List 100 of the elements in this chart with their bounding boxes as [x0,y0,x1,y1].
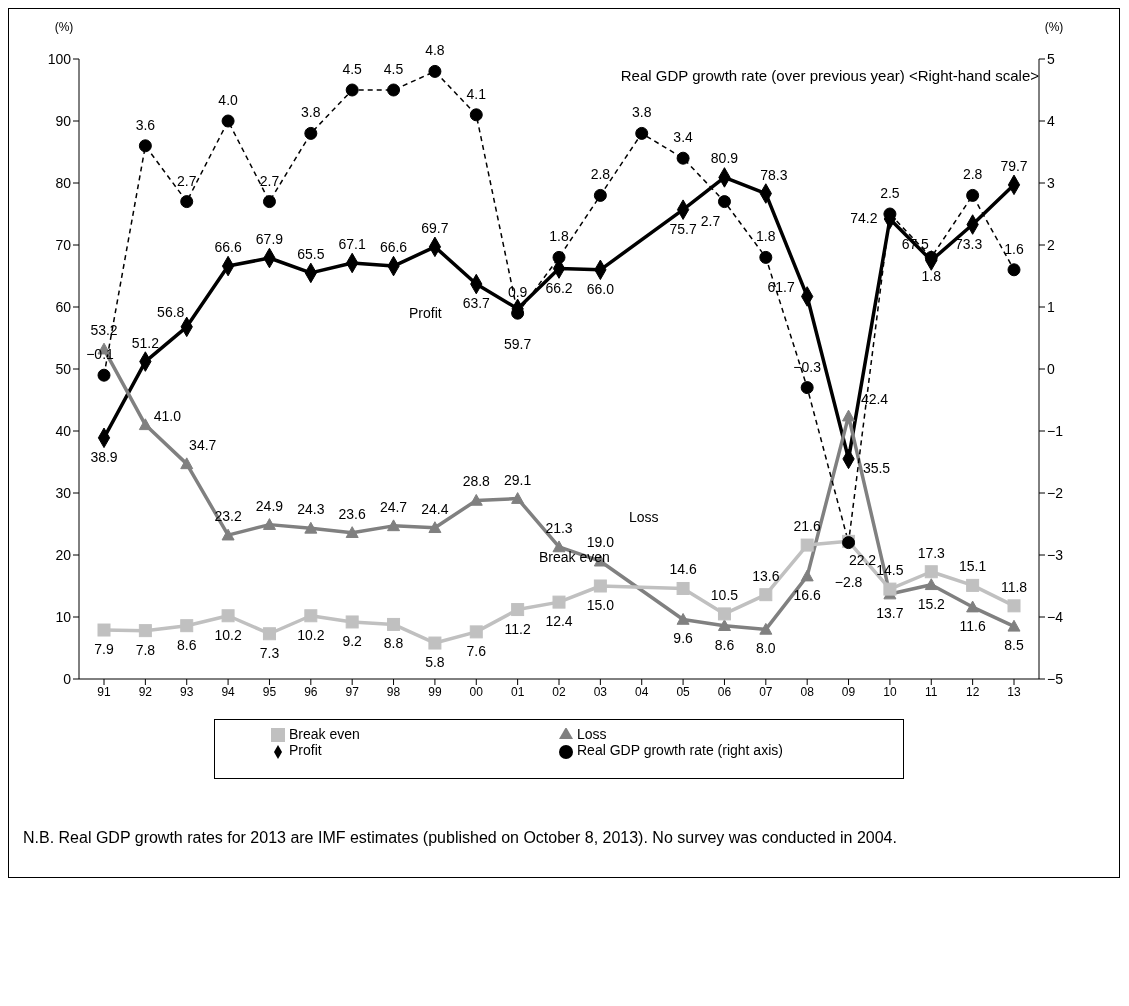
data-label: 2.5 [880,185,900,201]
x-tick-label: 08 [800,684,815,699]
data-label: 8.0 [756,640,776,657]
data-label: 0.9 [507,284,528,301]
data-label: 35.5 [862,459,891,476]
data-label: 3.4 [673,129,694,146]
y-tick-label: 40 [55,422,72,439]
data-label: 5.8 [425,654,445,671]
x-tick-label: 09 [841,684,856,699]
data-label: 7.6 [466,642,487,659]
y2-tick-label: −5 [1047,670,1064,687]
x-tick-label: 99 [428,684,442,699]
data-label: 21.6 [793,518,822,535]
data-label: 2.7 [176,172,197,189]
data-label: 7.8 [135,641,156,658]
data-label: 13.7 [876,605,904,622]
data-label: 28.8 [462,473,491,490]
data-label: 4.8 [425,42,445,59]
data-label: 4.1 [466,85,487,102]
data-label: 34.7 [189,436,217,453]
data-label: 61.7 [767,279,796,296]
x-tick-label: 05 [676,684,691,699]
y-tick-label: 80 [55,174,72,191]
data-label: 66.0 [586,280,615,297]
y-tick-label: 0 [63,670,72,687]
y2-tick-label: 1 [1047,298,1055,315]
data-label: 53.2 [90,322,118,339]
data-label: 75.7 [669,220,697,237]
data-label: 67.1 [338,235,367,252]
data-label: 1.8 [549,228,569,245]
data-label: 7.9 [94,641,114,658]
data-label: 41.0 [153,407,182,424]
x-tick-label: 96 [304,684,318,699]
data-label: 23.6 [338,505,367,522]
x-tick-label: 12 [965,684,980,699]
data-label: 4.5 [342,61,363,77]
x-tick-label: 98 [386,684,401,699]
x-tick-label: 00 [469,684,484,699]
annotation: Real GDP growth rate (over previous year) <Right-hand scale> [620,67,1039,84]
y2-tick-label: −1 [1047,422,1064,439]
data-label: 21.3 [545,519,573,536]
data-label: 66.6 [379,239,408,256]
data-label: 1.8 [756,228,776,245]
data-label: 67.9 [255,231,284,248]
data-label: 10.2 [214,626,242,643]
y-tick-label: 50 [55,360,72,377]
data-label: 16.6 [793,587,822,604]
y2-tick-label: −3 [1047,546,1064,563]
data-label: 13.6 [752,567,780,584]
y-tick-label: 90 [55,112,72,129]
y2-tick-label: 5 [1047,50,1055,67]
y2-tick-label: −2 [1047,484,1064,501]
y-tick-label: 20 [55,546,72,563]
x-tick-label: 01 [510,684,525,699]
data-label: 80.9 [710,150,739,167]
y2-tick-label: 4 [1047,112,1055,129]
x-tick-label: 13 [1007,684,1021,699]
data-label: 1.8 [921,268,942,285]
data-label: 9.2 [342,632,363,649]
data-label: 15.2 [917,595,946,612]
data-label: 78.3 [760,166,788,183]
data-label: 2.7 [700,212,721,229]
data-label: 66.6 [214,239,242,256]
data-label: 51.2 [131,334,160,351]
data-label: 8.8 [383,635,404,652]
data-label: −0.3 [793,358,822,375]
y2-tick-label: 2 [1047,236,1055,253]
x-tick-label: 04 [635,684,649,699]
data-label: −2.8 [834,573,863,590]
data-label: 9.6 [673,630,694,647]
data-label: 2.8 [962,166,983,183]
data-label: 15.1 [959,558,987,575]
data-label: 22.2 [848,552,877,569]
data-label: 2.7 [259,172,280,189]
data-label: 8.6 [714,636,735,653]
data-label: 3.8 [301,104,321,121]
y-axis-title: (%) [54,20,74,34]
data-label: 17.3 [917,544,946,561]
data-label: 74.2 [850,209,878,226]
annotation: Loss [629,509,659,525]
data-label: 8.5 [1004,637,1024,654]
data-label: 29.1 [504,471,532,488]
data-label: 11.2 [504,620,531,637]
legend-label: Profit [289,742,323,759]
data-label: 14.6 [669,561,697,578]
x-tick-label: 06 [717,684,732,699]
y-tick-label: 30 [55,484,72,501]
legend-label: Loss [577,726,608,742]
data-label: 4.5 [383,61,404,77]
legend-label: Break even [289,726,361,742]
data-label: 4.0 [218,92,239,108]
data-label: 11.8 [1000,578,1028,595]
x-tick-label: 97 [345,684,360,699]
data-label: 10.2 [297,626,325,643]
data-label: 56.8 [157,303,185,320]
data-label: 79.7 [1000,157,1028,174]
x-tick-label: 93 [180,684,194,699]
y2-tick-label: 0 [1047,360,1055,377]
data-label: 66.2 [545,279,573,296]
data-label: 24.4 [421,500,449,517]
